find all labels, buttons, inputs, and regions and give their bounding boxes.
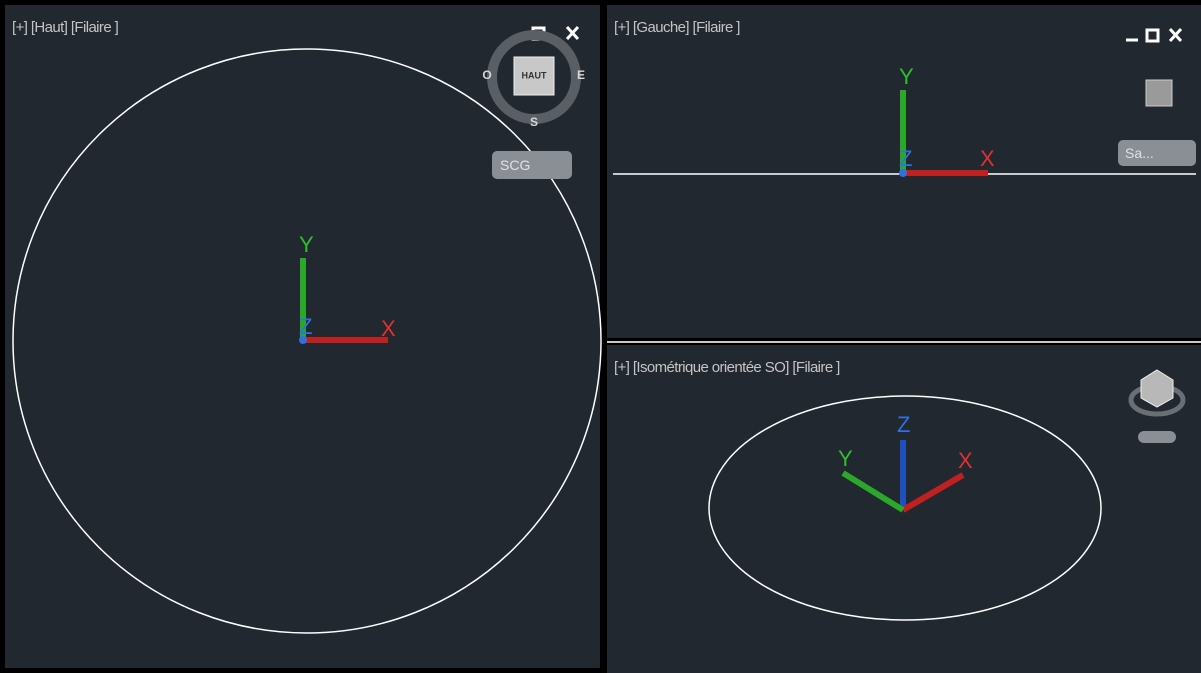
z-label: Z bbox=[899, 146, 912, 171]
viewcube[interactable]: HAUT O E S bbox=[482, 30, 585, 129]
ucs-icon: Y X Z bbox=[299, 232, 396, 344]
x-label: X bbox=[980, 146, 995, 171]
y-label: Y bbox=[838, 446, 853, 471]
ucs-menu-label[interactable]: SCG bbox=[500, 157, 530, 173]
compass-ring bbox=[487, 30, 581, 124]
cube[interactable] bbox=[1140, 369, 1174, 408]
ucs-menu-label[interactable]: Sa... bbox=[1125, 145, 1154, 161]
close[interactable] bbox=[565, 25, 580, 41]
x-axis bbox=[901, 472, 965, 513]
compass-west: O bbox=[482, 68, 491, 82]
ucs-menu[interactable] bbox=[492, 151, 572, 179]
z-label: Z bbox=[299, 314, 312, 339]
y-axis bbox=[841, 470, 905, 513]
viewcube[interactable] bbox=[1145, 79, 1173, 107]
ellipse bbox=[708, 395, 1102, 621]
origin bbox=[299, 336, 307, 344]
window-controls[interactable] bbox=[1126, 27, 1183, 43]
ucs-menu[interactable] bbox=[1118, 140, 1196, 166]
close[interactable] bbox=[1168, 27, 1183, 43]
viewport-label[interactable]: [+] [Haut] [Filaire ] bbox=[12, 19, 119, 36]
y-label: Y bbox=[299, 232, 314, 257]
compass-east: E bbox=[577, 68, 585, 82]
cube-face[interactable] bbox=[513, 56, 555, 96]
ucs-icon: Y X Z bbox=[899, 64, 995, 177]
circle bbox=[12, 48, 602, 634]
origin bbox=[899, 169, 907, 177]
z-label: Z bbox=[897, 412, 910, 437]
divider bbox=[607, 341, 1201, 343]
x-label: X bbox=[958, 448, 973, 473]
x-label: X bbox=[381, 316, 396, 341]
compass-south: S bbox=[530, 115, 538, 129]
ucs-icon: Z X Y bbox=[838, 412, 973, 513]
viewport-label[interactable]: [+] [Gauche] [Filaire ] bbox=[614, 19, 741, 36]
viewcube[interactable] bbox=[1128, 369, 1186, 443]
y-label: Y bbox=[899, 64, 914, 89]
cube-face-label: HAUT bbox=[522, 70, 547, 80]
restore[interactable] bbox=[1145, 28, 1160, 43]
ucs-menu[interactable] bbox=[1138, 431, 1176, 443]
viewport-label[interactable]: [+] [Isométrique orientée SO] [Filaire ] bbox=[614, 359, 841, 376]
